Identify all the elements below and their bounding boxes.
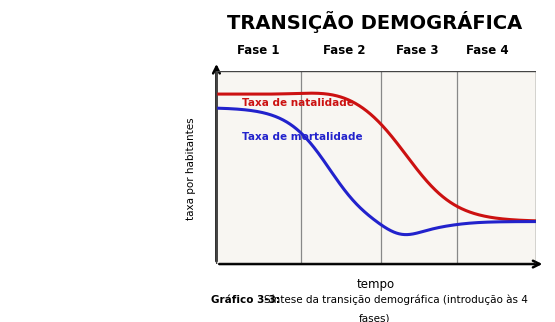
Text: Gráfico 3-3:: Gráfico 3-3: [211,295,280,305]
Text: fases): fases) [359,314,390,322]
Text: Fase 4: Fase 4 [466,44,509,57]
Text: tempo: tempo [357,278,395,290]
Text: Fase 1: Fase 1 [236,44,279,57]
Text: Síntese da transição demográfica (introdução às 4: Síntese da transição demográfica (introd… [264,295,528,305]
Text: Fase 3: Fase 3 [396,44,439,57]
Text: Taxa de mortalidade: Taxa de mortalidade [242,132,362,142]
Text: TRANSIÇÃO DEMOGRÁFICA: TRANSIÇÃO DEMOGRÁFICA [227,11,522,33]
Text: Taxa de natalidade: Taxa de natalidade [242,98,354,108]
Text: Fase 2: Fase 2 [323,44,365,57]
Text: taxa por habitantes: taxa por habitantes [186,118,196,220]
